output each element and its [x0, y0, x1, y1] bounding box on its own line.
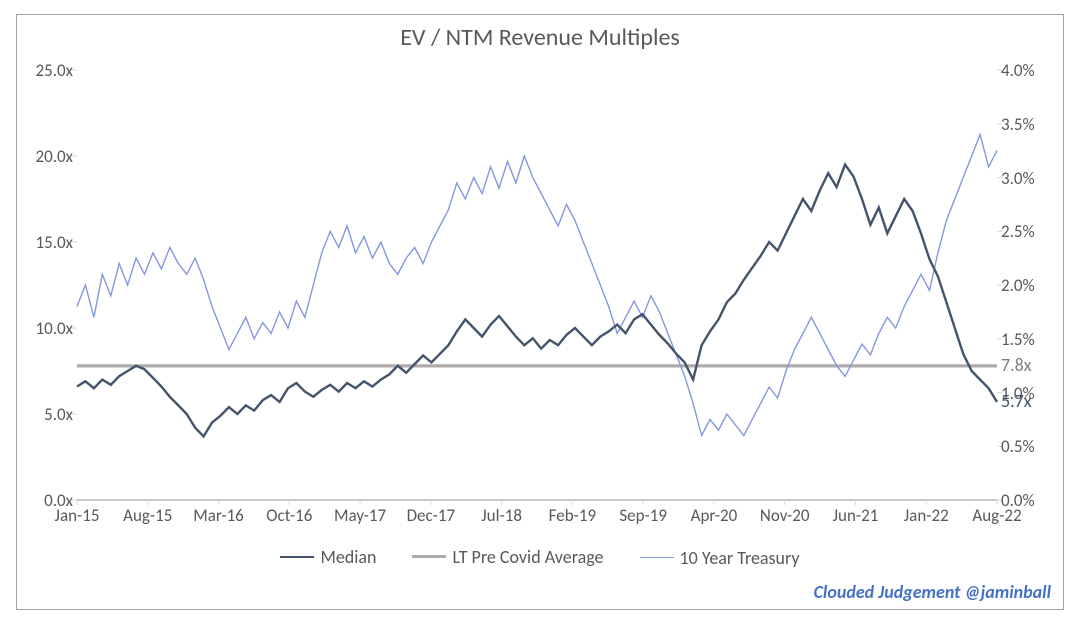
chart-title: EV / NTM Revenue Multiples	[17, 23, 1063, 52]
right-axis-label: 3.5%	[997, 114, 1061, 135]
legend-item-treasury: 10 Year Treasury	[640, 547, 800, 569]
right-axis-label: 2.0%	[997, 275, 1061, 296]
chart-container: EV / NTM Revenue Multiples 0.0x5.0x10.0x…	[16, 14, 1064, 610]
x-axis-label: Jul-18	[481, 505, 522, 526]
left-axis-label: 5.0x	[13, 404, 77, 425]
right-axis-label: 3.0%	[997, 168, 1061, 189]
x-axis-label: Jun-21	[833, 505, 879, 526]
legend-label: LT Pre Covid Average	[452, 546, 603, 568]
legend-item-median: Median	[280, 546, 376, 568]
x-axis-label: Aug-22	[972, 505, 1021, 526]
plot-area: 0.0x5.0x10.0x15.0x20.0x25.0x 0.0%0.5%1.0…	[77, 70, 997, 500]
x-axis-labels: Jan-15Aug-15Mar-16Oct-16May-17Dec-17Jul-…	[77, 505, 997, 535]
chart-legend: Median LT Pre Covid Average 10 Year Treasu…	[17, 541, 1063, 569]
x-axis-label: Oct-16	[266, 505, 312, 526]
left-axis-label: 10.0x	[13, 318, 77, 339]
legend-item-lt_avg: LT Pre Covid Average	[412, 546, 603, 568]
x-axis-label: Jan-15	[55, 505, 100, 526]
x-axis-label: Feb-19	[549, 505, 596, 526]
right-axis-label: 1.5%	[997, 329, 1061, 350]
legend-label: Median	[320, 546, 376, 568]
left-axis-label: 25.0x	[13, 60, 77, 81]
x-axis-label: Mar-16	[193, 505, 244, 526]
legend-swatch-icon	[412, 555, 446, 558]
right-axis-label: 2.5%	[997, 221, 1061, 242]
x-axis-label: May-17	[334, 505, 386, 526]
x-axis-label: Apr-20	[691, 505, 738, 526]
x-axis-label: Jan-22	[904, 505, 949, 526]
legend-swatch-icon	[280, 556, 314, 558]
legend-label: 10 Year Treasury	[680, 547, 800, 569]
x-axis-label: Dec-17	[407, 505, 456, 526]
left-axis-label: 15.0x	[13, 232, 77, 253]
series-median	[77, 165, 997, 437]
chart-annotation: 7.8x	[1001, 354, 1032, 376]
right-axis-label: 4.0%	[997, 60, 1061, 81]
x-axis-label: Aug-15	[123, 505, 172, 526]
left-axis-label: 20.0x	[13, 146, 77, 167]
chart-series	[77, 70, 997, 500]
legend-swatch-icon	[640, 557, 674, 558]
chart-annotation: 5.7x	[1001, 390, 1032, 412]
right-axis-label: 0.5%	[997, 436, 1061, 457]
attribution-text: Clouded Judgement @jaminball	[814, 581, 1051, 603]
x-axis-label: Sep-19	[619, 505, 667, 526]
x-axis-label: Nov-20	[760, 505, 810, 526]
series-treasury	[77, 135, 997, 436]
